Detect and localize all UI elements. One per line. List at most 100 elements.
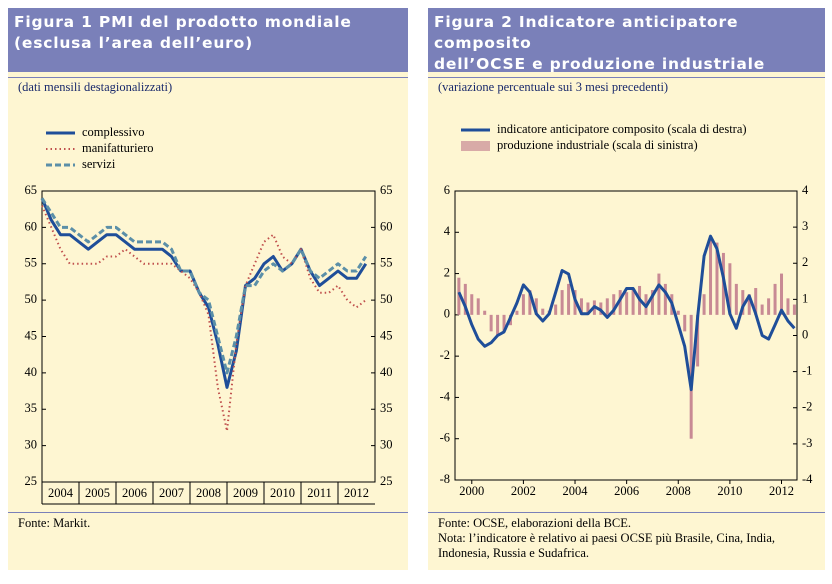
y-tick-label: 45	[25, 328, 38, 342]
series-line	[40, 197, 368, 375]
y-tick-label: 60	[25, 219, 38, 233]
chart: 25 30 35 40 45 50 55 60 65 25 30 35 40 45 50 55 60 65 2004…	[25, 125, 393, 505]
y2-tick-label: 3	[802, 219, 808, 233]
header: Figura 1 PMI del prodotto mondiale (escl…	[8, 8, 408, 72]
bar	[515, 310, 519, 315]
bar	[470, 294, 474, 315]
x-tick-label: 2010	[270, 486, 295, 500]
x-tick-label: 2004	[48, 486, 74, 500]
legend-label: servizi	[82, 157, 116, 171]
y-tick-label: 25	[25, 474, 38, 488]
y2-tick-label: 30	[380, 438, 393, 452]
source: Fonte: Markit.	[18, 516, 398, 531]
source: Fonte: OCSE, elaborazioni della BCE. Not…	[438, 516, 815, 561]
bar	[496, 314, 500, 336]
bar	[483, 310, 487, 315]
y2-tick-label: 2	[802, 255, 808, 269]
bar	[715, 242, 719, 315]
title-line: (esclusa l’area dell’euro)	[14, 34, 253, 52]
bar	[709, 236, 713, 315]
bar	[463, 283, 467, 315]
y-tick-label: 30	[25, 438, 38, 452]
bar	[760, 304, 764, 315]
x-tick-label: 2008	[666, 484, 691, 498]
bar	[502, 314, 506, 332]
bar	[528, 290, 532, 315]
rule	[8, 512, 408, 513]
y2-tick-label: -3	[802, 436, 812, 450]
y2-tick-label: 4	[802, 183, 809, 197]
x-tick-label: 2006	[614, 484, 639, 498]
bar	[534, 298, 538, 315]
bar	[560, 290, 564, 315]
x-tick-label: 2007	[159, 486, 184, 500]
subtitle: (variazione percentuale sui 3 mesi prece…	[438, 80, 669, 94]
note-text: Nota: l’indicatore è relativo ai paesi O…	[438, 531, 776, 560]
bar	[747, 294, 751, 315]
y-tick-label: -2	[440, 348, 450, 362]
plot-frame	[41, 190, 376, 483]
y-tick-label: 2	[444, 265, 450, 279]
y-tick-label: 0	[444, 307, 450, 321]
bar	[650, 290, 654, 315]
chart: -8 -6 -4 -2 0 2 4 6 -4 -3 -2 -1 0 1 2 3 4 2000 2002 2004 200…	[440, 122, 814, 498]
bar	[579, 298, 583, 315]
bar	[792, 304, 796, 315]
bar	[683, 314, 687, 332]
y-tick-label: 6	[444, 183, 450, 197]
title-line: Figura 2 Indicatore anticipatore composi…	[434, 13, 739, 52]
y-tick-label: 4	[444, 224, 451, 238]
bar	[457, 277, 461, 315]
bar	[618, 290, 622, 315]
x-tick-label: 2011	[307, 486, 332, 500]
bar	[476, 298, 480, 315]
bar	[767, 298, 771, 315]
legend-label: complessivo	[82, 125, 145, 139]
y2-tick-label: 60	[380, 219, 393, 233]
bar	[786, 298, 790, 315]
legend-label: produzione industriale (scala di sinistr…	[497, 138, 698, 152]
x-tick-label: 2005	[85, 486, 110, 500]
bar	[567, 283, 571, 315]
y-tick-label: -6	[440, 431, 450, 445]
x-tick-label: 2006	[122, 486, 147, 500]
rule	[428, 512, 825, 513]
x-tick-label: 2002	[511, 484, 536, 498]
y2-tick-label: 50	[380, 292, 393, 306]
y2-tick-label: 55	[380, 256, 393, 270]
y-tick-label: 55	[25, 256, 38, 270]
x-tick-label: 2004	[563, 484, 589, 498]
y-tick-label: 50	[25, 292, 38, 306]
x-tick-label: 2000	[459, 484, 484, 498]
x-tick-label: 2012	[769, 484, 794, 498]
rule	[428, 77, 825, 78]
bar	[702, 294, 706, 315]
series-line	[457, 234, 796, 392]
bar	[696, 314, 700, 367]
y2-tick-label: -4	[802, 472, 813, 486]
bar	[554, 304, 558, 315]
y2-tick-label: 25	[380, 474, 393, 488]
source-text: Fonte: OCSE, elaborazioni della BCE.	[438, 516, 632, 530]
series-line	[41, 205, 367, 433]
y-tick-label: 65	[25, 183, 38, 197]
x-tick-label: 2010	[717, 484, 742, 498]
bar	[780, 273, 784, 315]
y2-tick-label: 45	[380, 328, 393, 342]
y2-tick-label: 40	[380, 365, 393, 379]
bar	[625, 292, 629, 315]
y-tick-label: 35	[25, 401, 38, 415]
bar	[612, 294, 616, 315]
bar	[605, 298, 609, 315]
bar	[663, 283, 667, 315]
bar	[773, 283, 777, 315]
y2-tick-label: 1	[802, 291, 808, 305]
y2-tick-label: 35	[380, 401, 393, 415]
subtitle: (dati mensili destagionalizzati)	[18, 80, 173, 94]
series-line	[40, 197, 368, 389]
y2-tick-label: -1	[802, 364, 812, 378]
y2-tick-label: 0	[802, 327, 808, 341]
y-tick-label: -4	[440, 389, 451, 403]
panel: Figura 1 PMI del prodotto mondiale (escl…	[8, 8, 408, 570]
